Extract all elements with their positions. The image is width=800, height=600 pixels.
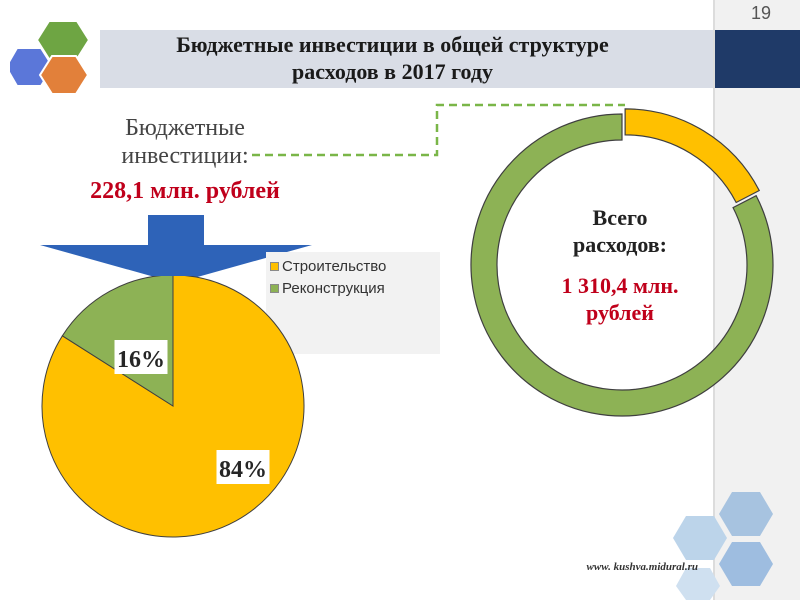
donut-segment-other-expenses [470,113,774,417]
website-link[interactable]: www. kushva.midural.ru [586,561,698,573]
investment-caption-line-2: инвестиции: [121,143,249,169]
total-expenses-amount-line-1: 1 310,4 млн. [561,273,679,298]
hexagon-cluster-icon [10,20,91,95]
investment-amount: 228,1 млн. рублей [90,178,280,204]
total-expenses-label: Всего расходов: [520,204,720,258]
investment-pie-chart: 84% 16% [41,276,305,538]
legend-swatch-reconstruction [270,283,279,293]
legend-item-reconstruction: Реконструкция [270,278,385,298]
slide-title-line-1: Бюджетные инвестиции в общей структуре [176,32,609,57]
arrow-down-icon [40,215,312,283]
pie-label-reconstruction-background [114,340,168,374]
header-dark-block [715,30,800,88]
total-expenses-label-line-1: Всего [592,205,648,230]
pie-label-construction-background [216,450,270,484]
hexagon-cluster-decoration [673,492,773,600]
pie-legend [266,252,440,354]
legend-label-construction: Строительство [282,257,387,275]
slide-number: 19 [750,3,772,23]
investment-caption-line-1: Бюджетные [125,115,245,141]
header-bar [100,30,713,88]
total-expenses-amount: 1 310,4 млн. рублей [520,272,720,326]
legend-swatch-construction [270,261,279,271]
pie-label-construction: 84% [219,457,267,483]
pie-label-reconstruction: 16% [117,347,165,373]
legend-label-reconstruction: Реконструкция [282,279,385,297]
slide-title-line-2: расходов в 2017 году [291,59,494,84]
total-expenses-label-line-2: расходов: [572,232,668,257]
slide-title: Бюджетные инвестиции в общей структуре р… [115,31,670,85]
legend-item-construction: Строительство [270,256,386,276]
total-expenses-donut-chart [470,108,774,417]
total-expenses-amount-line-2: рублей [586,300,654,325]
donut-segment-investments [624,108,761,204]
